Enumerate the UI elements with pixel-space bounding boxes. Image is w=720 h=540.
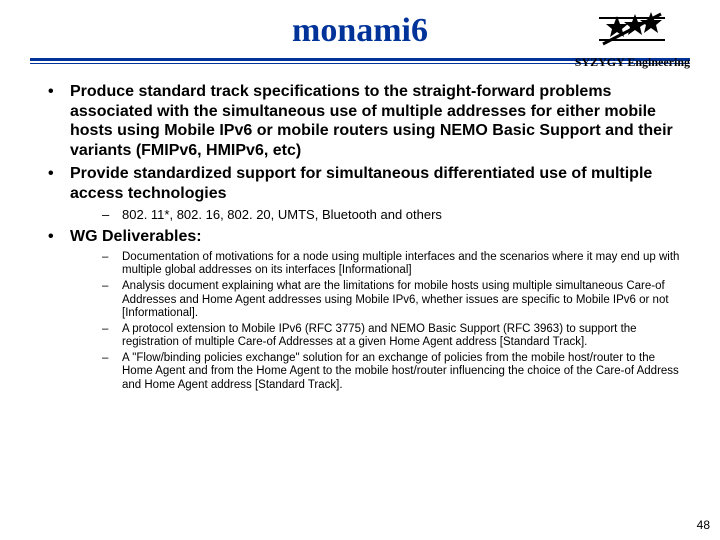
sub-list: Documentation of motivations for a node … bbox=[70, 251, 680, 393]
bullet-item: WG Deliverables: Documentation of motiva… bbox=[40, 227, 680, 392]
logo-stars-icon bbox=[597, 10, 667, 48]
bullet-text: Provide standardized support for simulta… bbox=[70, 165, 652, 202]
logo-label: SYZYGY Engineering bbox=[575, 55, 690, 70]
sub-list: 802. 11*, 802. 16, 802. 20, UMTS, Blueto… bbox=[70, 207, 680, 223]
sub-item: 802. 11*, 802. 16, 802. 20, UMTS, Blueto… bbox=[70, 207, 680, 223]
bullet-item: Provide standardized support for simulta… bbox=[40, 164, 680, 223]
bullet-item: Produce standard track specifications to… bbox=[40, 82, 680, 160]
slide-header: monami6 SYZYGY Engineering bbox=[0, 0, 720, 58]
sub-item: A protocol extension to Mobile IPv6 (RFC… bbox=[70, 323, 680, 350]
bullet-list: Produce standard track specifications to… bbox=[40, 82, 680, 392]
sub-item: Documentation of motivations for a node … bbox=[70, 251, 680, 278]
sub-item: A "Flow/binding policies exchange" solut… bbox=[70, 352, 680, 393]
bullet-text: Produce standard track specifications to… bbox=[70, 83, 673, 159]
slide-content: Produce standard track specifications to… bbox=[0, 64, 720, 392]
logo-block: SYZYGY Engineering bbox=[575, 10, 690, 70]
bullet-text: WG Deliverables: bbox=[70, 228, 202, 245]
sub-item: Analysis document explaining what are th… bbox=[70, 280, 680, 321]
page-number: 48 bbox=[697, 518, 710, 532]
